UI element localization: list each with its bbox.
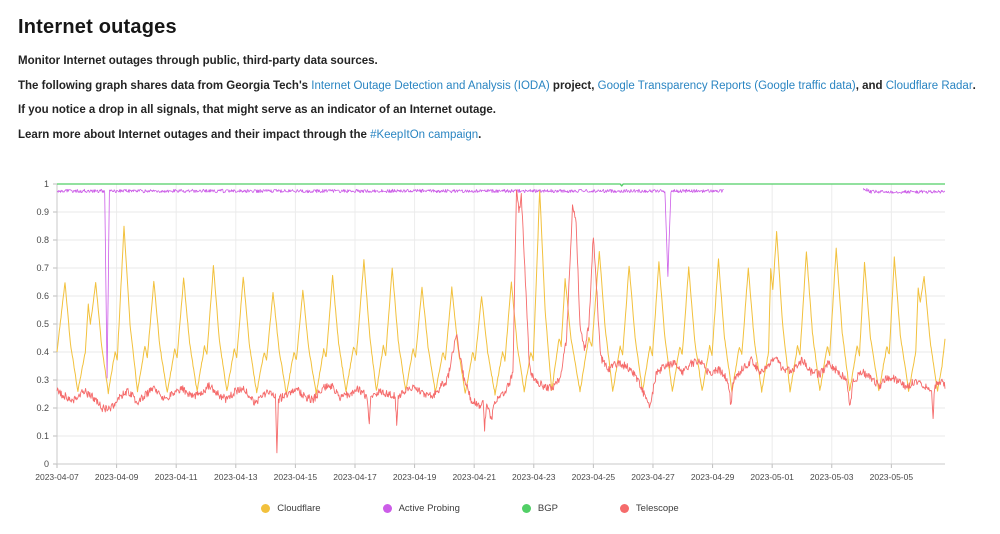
- svg-text:2023-05-03: 2023-05-03: [810, 472, 854, 482]
- legend-label: Cloudflare: [277, 503, 321, 515]
- svg-text:0.6: 0.6: [36, 291, 49, 301]
- cloudflare-radar-link[interactable]: Cloudflare Radar: [885, 79, 973, 92]
- legend-label: Active Probing: [398, 503, 460, 515]
- graph-sources-text-part: The following graph shares data from Geo…: [18, 79, 312, 92]
- internet-outages-page: Internet outages Monitor Internet outage…: [0, 0, 1000, 142]
- svg-text:0.9: 0.9: [36, 207, 49, 217]
- svg-text:2023-04-19: 2023-04-19: [393, 472, 437, 482]
- svg-text:0.3: 0.3: [36, 375, 49, 385]
- svg-text:2023-04-07: 2023-04-07: [35, 472, 79, 482]
- svg-text:2023-04-15: 2023-04-15: [274, 472, 318, 482]
- svg-text:2023-04-29: 2023-04-29: [691, 472, 735, 482]
- svg-text:0.2: 0.2: [36, 403, 49, 413]
- learn-more-text: Learn more about Internet outages and th…: [18, 129, 980, 142]
- google-transparency-link[interactable]: Google Transparency Reports (Google traf…: [597, 79, 856, 92]
- svg-text:1: 1: [44, 179, 49, 189]
- legend-label: Telescope: [635, 503, 679, 515]
- svg-text:2023-05-05: 2023-05-05: [870, 472, 914, 482]
- svg-text:2023-04-27: 2023-04-27: [631, 472, 675, 482]
- svg-text:0.8: 0.8: [36, 235, 49, 245]
- svg-text:0.1: 0.1: [36, 431, 49, 441]
- legend-item-telescope[interactable]: Telescope: [619, 503, 679, 515]
- legend-label: BGP: [537, 503, 558, 515]
- svg-text:2023-04-25: 2023-04-25: [572, 472, 616, 482]
- legend-dot-icon: [521, 504, 531, 514]
- learn-more-text-part: Learn more about Internet outages and th…: [18, 129, 371, 142]
- svg-text:2023-04-11: 2023-04-11: [155, 472, 198, 482]
- outage-chart[interactable]: 0 0.1 0.2 0.3 0.4 0.5 0.6 0.7 0.8 0.9 1 2023-04-07 2…: [0, 168, 1000, 486]
- page-title: Internet outages: [18, 16, 177, 38]
- svg-text:2023-04-17: 2023-04-17: [333, 472, 377, 482]
- graph-sources-text-part: project,: [549, 79, 598, 92]
- svg-text:0.7: 0.7: [36, 263, 49, 273]
- svg-text:0: 0: [44, 459, 49, 469]
- svg-text:2023-04-21: 2023-04-21: [452, 472, 496, 482]
- chart-legend: Cloudflare Active Probing BGP Telescope: [0, 503, 940, 514]
- legend-item-bgp[interactable]: BGP: [521, 503, 558, 515]
- legend-dot-icon: [619, 504, 629, 514]
- svg-text:2023-04-09: 2023-04-09: [95, 472, 139, 482]
- learn-more-text-part: .: [478, 129, 482, 142]
- legend-dot-icon: [261, 504, 271, 514]
- svg-text:0.4: 0.4: [36, 347, 49, 357]
- legend-item-cloudflare[interactable]: Cloudflare: [261, 503, 321, 515]
- ioda-link[interactable]: Internet Outage Detection and Analysis (…: [311, 79, 550, 92]
- legend-item-active-probing[interactable]: Active Probing: [382, 503, 460, 515]
- drop-indicator-text: If you notice a drop in all signals, tha…: [18, 104, 496, 117]
- svg-text:2023-05-01: 2023-05-01: [750, 472, 794, 482]
- svg-text:0.5: 0.5: [36, 319, 49, 329]
- keepiton-link[interactable]: #KeepItOn campaign: [370, 129, 479, 142]
- outage-chart-figure: 0 0.1 0.2 0.3 0.4 0.5 0.6 0.7 0.8 0.9 1 2023-04-07 2…: [0, 168, 1000, 514]
- svg-text:2023-04-13: 2023-04-13: [214, 472, 258, 482]
- graph-sources-text-part: .: [972, 79, 976, 92]
- svg-text:2023-04-23: 2023-04-23: [512, 472, 556, 482]
- graph-sources-text: The following graph shares data from Geo…: [18, 80, 980, 93]
- legend-dot-icon: [382, 504, 392, 514]
- intro-text: Monitor Internet outages through public,…: [18, 55, 378, 67]
- graph-sources-text-part: , and: [855, 79, 886, 92]
